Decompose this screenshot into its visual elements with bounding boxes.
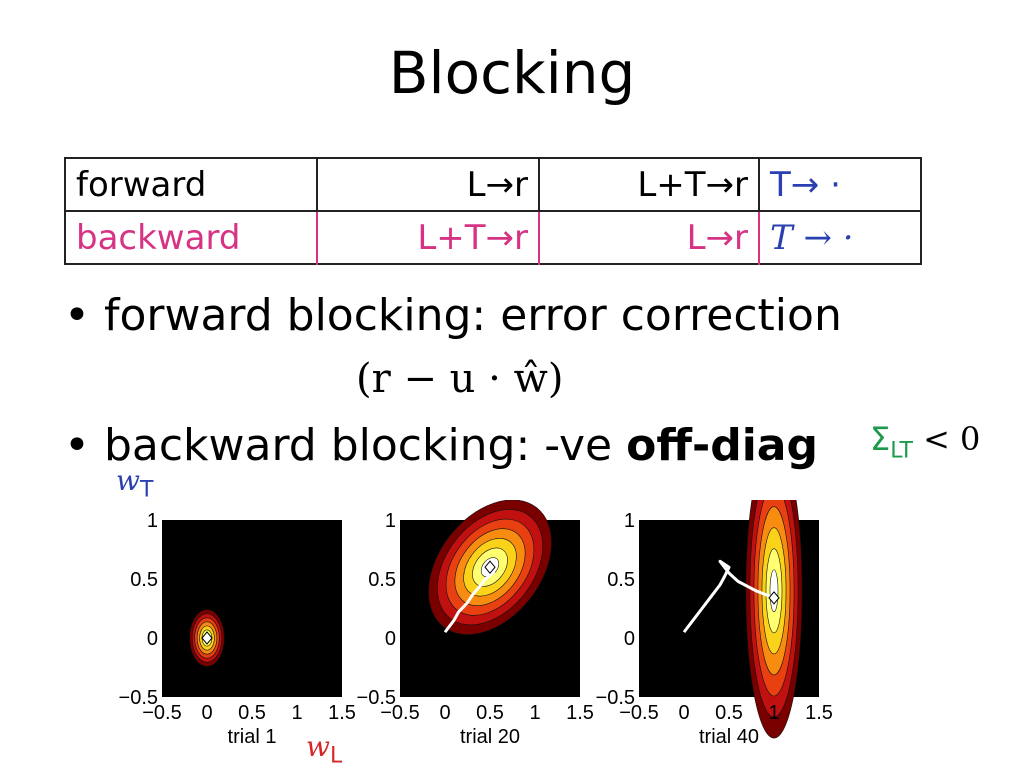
mean-marker <box>768 591 780 605</box>
error-formula: (r − u · ŵ) <box>356 356 564 402</box>
x-tick-label: 0.5 <box>238 702 266 724</box>
x-axis-label: trial 40 <box>699 726 759 748</box>
y-tick-label: 0 <box>147 628 158 650</box>
y-tick-label: 0.5 <box>368 569 396 591</box>
sigma-rest: < 0 <box>912 420 981 458</box>
x-tick-label: −0.5 <box>380 702 419 724</box>
weight-trajectory <box>443 570 496 634</box>
table-cell: T→ · <box>759 158 921 212</box>
plot-background <box>162 520 342 697</box>
table-row-forward: forward L→r L+T→r T→ · <box>65 158 921 212</box>
x-tick-label: 1 <box>529 702 540 724</box>
x-axis-label: trial 20 <box>460 726 520 748</box>
wT-symbol: w <box>116 464 140 497</box>
bullet-bold-text: off-diag <box>626 420 818 471</box>
wT-subscript: T <box>139 477 154 503</box>
bullet-backward: • backward blocking: -ve off-diag <box>64 420 818 472</box>
wL-symbol: w <box>306 730 330 763</box>
bullet-text: forward blocking: error correction <box>103 290 842 341</box>
x-tick-label: 0 <box>201 702 212 724</box>
y-tick-label: 0 <box>385 628 396 650</box>
contour-level <box>769 569 779 613</box>
table-cell: L→r <box>539 211 760 264</box>
wL-axis-label: wL <box>306 730 342 769</box>
wT-axis-label: wT <box>116 464 153 503</box>
x-tick-label: −0.5 <box>619 702 658 724</box>
blocking-table: forward L→r L+T→r T→ · backward L+T→r L→… <box>64 157 922 265</box>
table-cell: backward <box>65 211 318 264</box>
y-tick-label: 1 <box>385 510 396 532</box>
y-tick-label: −0.5 <box>119 687 158 709</box>
x-tick-label: 0.5 <box>715 702 743 724</box>
sigma-symbol: Σ <box>870 420 891 458</box>
y-tick-label: 0 <box>624 628 635 650</box>
y-tick-label: 1 <box>624 510 635 532</box>
bullet-forward: • forward blocking: error correction <box>64 290 842 342</box>
x-tick-label: 1.5 <box>805 702 833 724</box>
bullet-dot: • <box>64 290 90 341</box>
y-tick-label: 0.5 <box>607 569 635 591</box>
y-tick-label: −0.5 <box>357 687 396 709</box>
x-tick-label: 0.5 <box>476 702 504 724</box>
posterior-plots: −0.5 0 0.5 1 −0.5 0 0.5 1 1.5 trial 1 −0.5 0 0.5 1 −0.… <box>119 500 833 748</box>
table-cell: L→r <box>317 158 540 212</box>
table-cell: L+T→r <box>317 211 540 264</box>
bullet-text: backward blocking: -ve <box>103 420 627 471</box>
table-row-backward: backward L+T→r L→r T → · <box>65 211 921 264</box>
mean-marker <box>484 560 496 574</box>
y-tick-label: −0.5 <box>596 687 635 709</box>
sigma-subscript: LT <box>890 438 913 464</box>
mean-marker <box>201 631 213 645</box>
x-tick-label: 1 <box>291 702 302 724</box>
x-tick-label: 0 <box>678 702 689 724</box>
x-tick-label: 0 <box>439 702 450 724</box>
y-tick-label: 0.5 <box>130 569 158 591</box>
x-tick-label: 1.5 <box>328 702 356 724</box>
x-axis-label: trial 1 <box>228 726 277 748</box>
slide-title: Blocking <box>388 39 636 107</box>
sigma-expression: ΣLT < 0 <box>870 420 980 463</box>
wL-subscript: L <box>329 743 343 769</box>
x-tick-label: 1 <box>768 702 779 724</box>
table-cell: forward <box>65 158 318 212</box>
weight-trajectory <box>682 559 775 634</box>
y-tick-label: 1 <box>147 510 158 532</box>
table-cell: L+T→r <box>539 158 760 212</box>
bullet-dot: • <box>64 420 90 471</box>
x-tick-label: 1.5 <box>566 702 594 724</box>
x-tick-label: −0.5 <box>142 702 181 724</box>
table-cell: T → · <box>770 217 854 258</box>
